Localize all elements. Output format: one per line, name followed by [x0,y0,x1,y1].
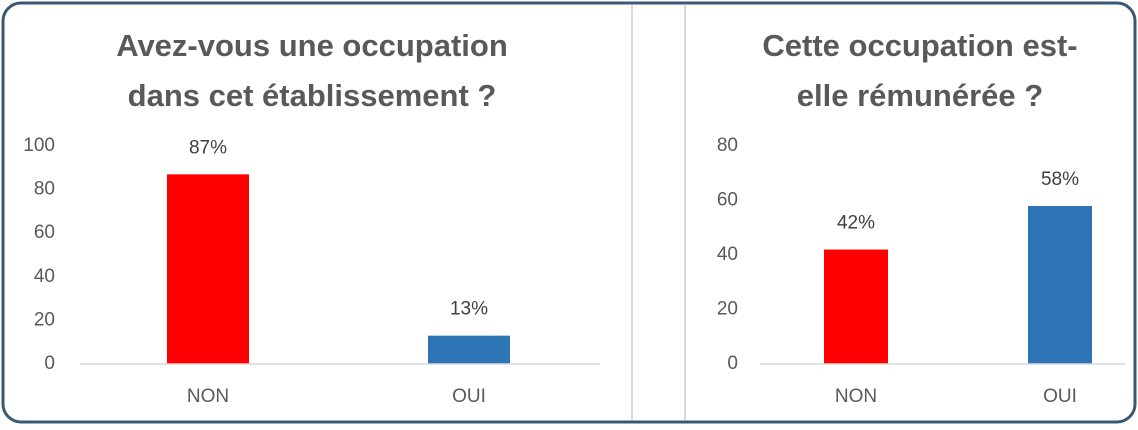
y-tick-label: 60 [34,222,55,243]
data-label: 42% [837,213,875,234]
y-tick-label: 60 [717,190,738,211]
bar [1028,205,1092,364]
chart-title: Cette occupation est- [762,28,1077,63]
y-tick-label: 20 [34,309,55,330]
y-tick-label: 80 [717,135,738,156]
bar [428,335,510,364]
y-tick-label: 20 [717,299,738,320]
y-tick-label: 40 [34,266,55,287]
y-tick-label: 80 [34,179,55,200]
x-tick-label: NON [835,386,877,407]
y-tick-label: 0 [44,353,55,374]
chart-title: elle rémunérée ? [797,78,1043,113]
y-tick-label: 0 [727,353,738,374]
data-label: 13% [450,299,488,320]
x-tick-label: NON [187,386,229,407]
x-tick-label: OUI [452,386,486,407]
bar [824,249,888,364]
data-label: 87% [189,137,227,158]
y-tick-label: 40 [717,244,738,265]
y-tick-label: 100 [23,135,55,156]
bar [167,174,249,364]
chart-title: Avez-vous une occupation [116,28,508,63]
data-label: 58% [1041,169,1079,190]
chart-title: dans cet établissement ? [128,78,497,113]
x-tick-label: OUI [1043,386,1077,407]
